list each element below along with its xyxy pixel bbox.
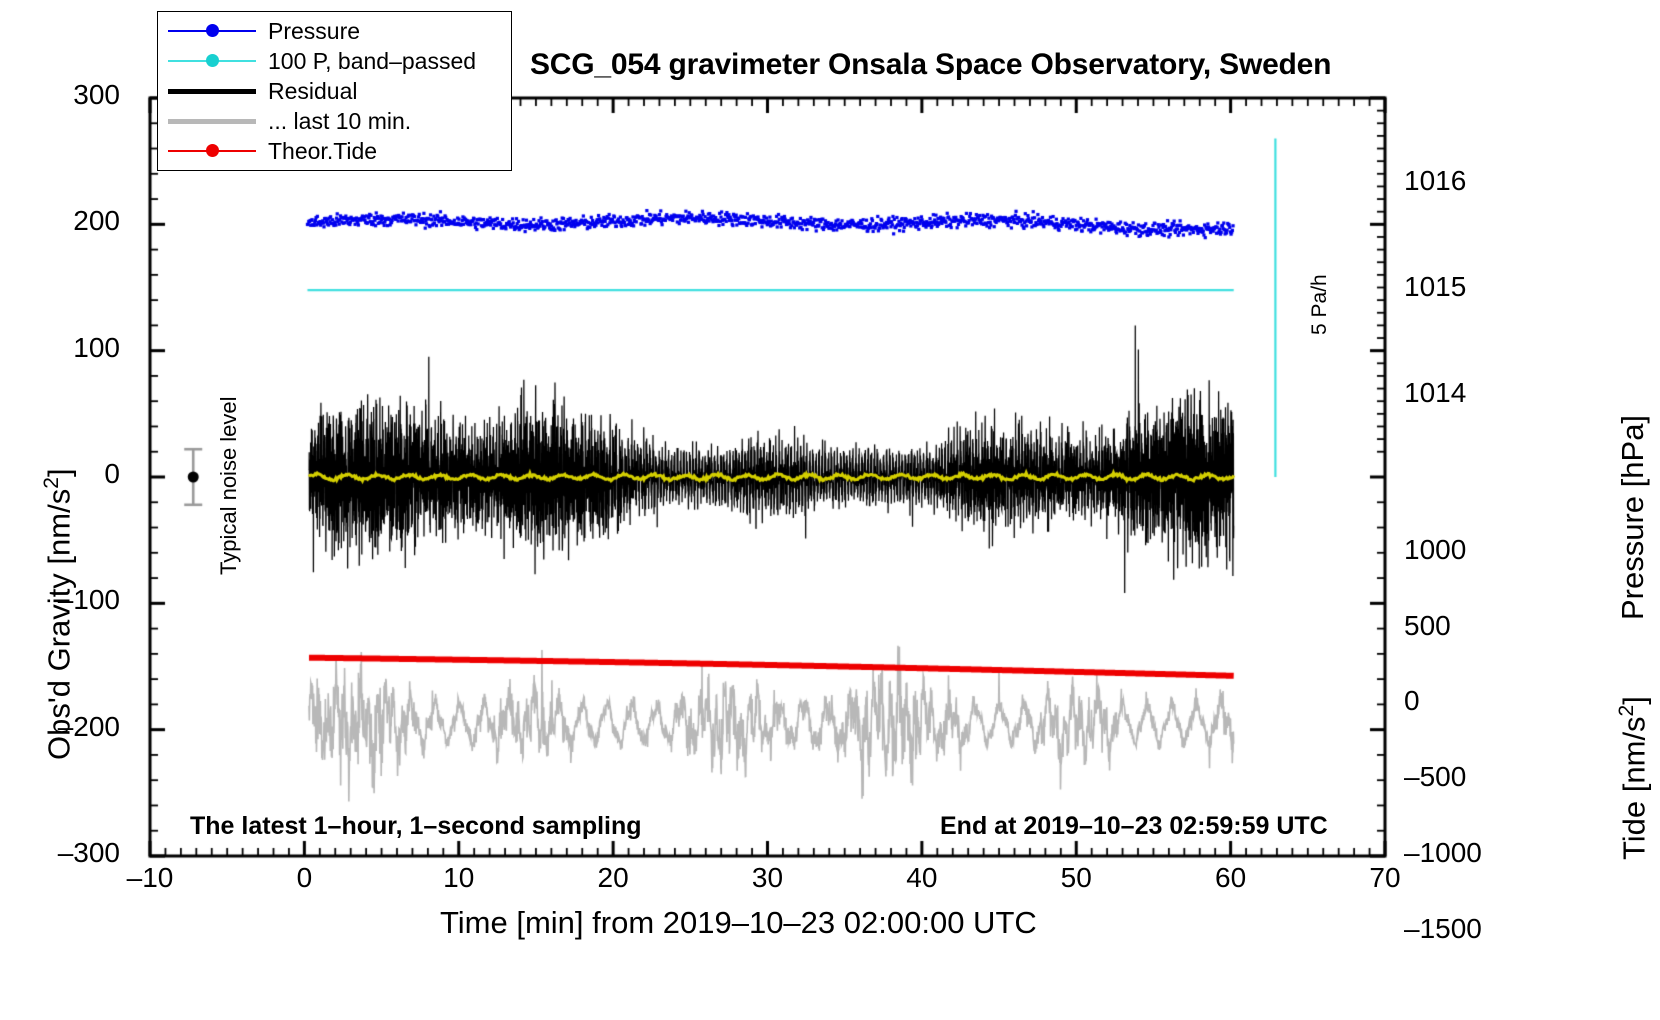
pressure-rate-annotation: 5 Pa/h bbox=[1308, 274, 1331, 335]
sampling-note: The latest 1–hour, 1–second sampling bbox=[190, 812, 642, 840]
x-tick-label-7: 60 bbox=[1215, 862, 1247, 893]
typical-noise-level-annotation: Typical noise level bbox=[216, 396, 241, 575]
legend-marker-bandpassed bbox=[206, 54, 219, 67]
y-tick-label-tide-1: 500 bbox=[1404, 609, 1451, 641]
y-axis-title-tide: Tide [nm/s2] bbox=[1615, 696, 1652, 860]
x-tick-label-5: 40 bbox=[906, 862, 938, 893]
y-tick-label-pressure-2: 1014 bbox=[1404, 377, 1467, 409]
chart-legend: Pressure 100 P, band–passed Residual ...… bbox=[157, 11, 512, 171]
y-tick-label-gravity-1: 200 bbox=[73, 205, 120, 237]
y-tick-label-gravity-2: 100 bbox=[73, 331, 120, 363]
legend-label-last10: ... last 10 min. bbox=[268, 107, 412, 134]
x-tick-label-8: 70 bbox=[1369, 862, 1401, 893]
legend-item-pressure: Pressure bbox=[168, 16, 511, 46]
y-tick-label-tide-5: –1500 bbox=[1404, 912, 1482, 944]
y-axis-title-pressure: Pressure [hPa] bbox=[1615, 414, 1650, 620]
y-tick-label-tide-3: –500 bbox=[1404, 761, 1467, 793]
legend-swatch-last10 bbox=[168, 110, 256, 132]
x-tick-label-6: 50 bbox=[1060, 862, 1092, 893]
legend-line-last10 bbox=[168, 119, 256, 124]
y-axis-title-tide-end: ] bbox=[1616, 696, 1652, 705]
y-tick-label-gravity-4: –100 bbox=[57, 584, 120, 616]
x-tick-label-1: 0 bbox=[296, 862, 313, 893]
y-tick-label-pressure-1: 1015 bbox=[1404, 271, 1467, 303]
x-axis-title: Time [min] from 2019–10–23 02:00:00 UTC bbox=[440, 905, 1037, 940]
legend-marker-pressure bbox=[206, 24, 219, 37]
legend-marker-theor-tide bbox=[206, 144, 219, 157]
y-tick-label-gravity-5: –200 bbox=[57, 710, 120, 742]
legend-swatch-bandpassed bbox=[168, 50, 256, 72]
x-tick-label-2: 10 bbox=[443, 862, 475, 893]
y-tick-label-tide-0: 1000 bbox=[1404, 533, 1467, 565]
legend-label-bandpassed: 100 P, band–passed bbox=[268, 47, 477, 74]
legend-line-residual bbox=[168, 89, 256, 94]
legend-swatch-theor-tide bbox=[168, 140, 256, 162]
legend-item-theor-tide: Theor.Tide bbox=[168, 136, 511, 166]
legend-item-residual: Residual bbox=[168, 76, 511, 106]
legend-item-last10: ... last 10 min. bbox=[168, 106, 511, 136]
page-title: SCG_054 gravimeter Onsala Space Observat… bbox=[530, 48, 1332, 81]
x-tick-label-3: 20 bbox=[597, 862, 629, 893]
x-tick-label-0: –10 bbox=[126, 862, 174, 893]
end-time-note: End at 2019–10–23 02:59:59 UTC bbox=[940, 812, 1328, 840]
y-tick-label-tide-4: –1000 bbox=[1404, 837, 1482, 868]
legend-label-pressure: Pressure bbox=[268, 17, 361, 44]
y-tick-label-pressure-0: 1016 bbox=[1404, 164, 1467, 196]
legend-swatch-residual bbox=[168, 80, 256, 102]
legend-swatch-pressure bbox=[168, 20, 256, 42]
legend-label-theor-tide: Theor.Tide bbox=[268, 137, 378, 164]
legend-label-residual: Residual bbox=[268, 77, 358, 104]
legend-item-bandpassed: 100 P, band–passed bbox=[168, 46, 511, 76]
y-tick-label-gravity-3: 0 bbox=[104, 458, 120, 489]
x-tick-label-4: 30 bbox=[751, 862, 784, 893]
y-tick-label-gravity-6: –300 bbox=[57, 837, 120, 868]
y-tick-label-tide-2: 0 bbox=[1404, 685, 1420, 717]
y-axis-title-tide-exponent: 2 bbox=[1615, 704, 1638, 717]
y-axis-title-tide-main: Tide [nm/s bbox=[1616, 716, 1652, 860]
y-tick-label-gravity-0: 300 bbox=[73, 79, 120, 110]
